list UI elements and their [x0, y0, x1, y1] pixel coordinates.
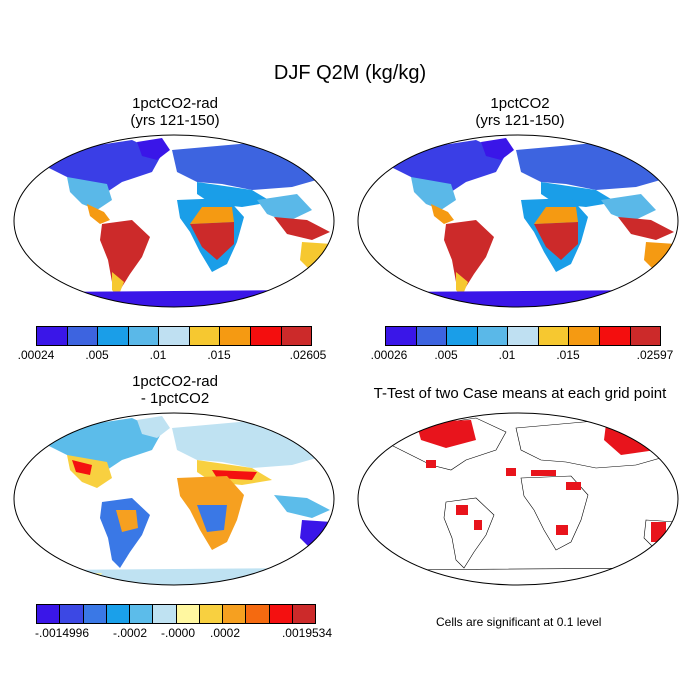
colorbar-3-swatch-1 [60, 605, 84, 623]
colorbar-3-swatch-8 [223, 605, 247, 623]
cbar3-tick-0: -.0014996 [34, 626, 90, 640]
panel-4-title-line1: T-Test of two Case means at each grid po… [373, 385, 667, 402]
cbar1-tick-2: .01 [149, 348, 167, 362]
cbar3-tick-4: .0019534 [281, 626, 333, 640]
colorbar-3-swatch-5 [153, 605, 177, 623]
cbar1-tick-0: .00024 [17, 348, 55, 362]
colorbar-3-swatch-6 [176, 605, 200, 623]
panel-3-title: 1pctCO2-rad - 1pctCO2 [40, 373, 310, 407]
colorbar-2-swatch-8 [630, 327, 661, 345]
map-panel-1rad [13, 134, 335, 308]
colorbar-panel-3 [36, 604, 316, 624]
colorbar-2-swatch-4 [508, 327, 539, 345]
cbar3-tick-1: -.0002 [112, 626, 148, 640]
colorbar-2-swatch-5 [538, 327, 570, 345]
colorbar-3-swatch-9 [246, 605, 270, 623]
colorbar-1-swatch-1 [67, 327, 99, 345]
panel-3-title-line2: - 1pctCO2 [140, 390, 210, 407]
colorbar-1-swatch-4 [159, 327, 190, 345]
panel-4-title: T-Test of two Case means at each grid po… [345, 385, 695, 402]
colorbar-2-swatch-3 [477, 327, 509, 345]
colorbar-2-swatch-6 [569, 327, 600, 345]
cbar1-tick-4: .02605 [289, 348, 327, 362]
panel-1-title-line1: 1pctCO2-rad [132, 95, 218, 112]
cbar2-tick-0: .00026 [370, 348, 408, 362]
map-panel-1pct [357, 134, 679, 308]
colorbar-1-swatch-0 [37, 327, 68, 345]
colorbar-3-swatch-4 [130, 605, 154, 623]
colorbar-3-swatch-7 [199, 605, 223, 623]
colorbar-1-swatch-8 [281, 327, 312, 345]
cbar2-tick-2: .01 [498, 348, 516, 362]
map-panel-difference [13, 412, 335, 586]
colorbar-3-swatch-2 [83, 605, 107, 623]
cbar1-tick-3: .015 [207, 348, 231, 362]
cbar2-tick-3: .015 [556, 348, 580, 362]
significance-note: Cells are significant at 0.1 level [436, 615, 602, 629]
colorbar-3-swatch-0 [37, 605, 61, 623]
cbar3-tick-3: .0002 [209, 626, 241, 640]
panel-1-title-line2-text: (yrs 121-150) [130, 112, 220, 129]
cbar2-tick-1: .005 [434, 348, 458, 362]
colorbar-2-swatch-0 [386, 327, 417, 345]
panel-2-title-line1: 1pctCO2 [490, 95, 550, 112]
colorbar-3-swatch-10 [269, 605, 293, 623]
colorbar-1-swatch-2 [98, 327, 129, 345]
panel-2-title: 1pctCO2 (yrs 121-150) [385, 95, 655, 129]
colorbar-1-swatch-5 [189, 327, 221, 345]
panel-1-title: 1pctCO2-rad 1pctCO2-rad (yrs 121-150) [40, 95, 310, 129]
cbar2-tick-4: .02597 [636, 348, 674, 362]
colorbar-3-swatch-3 [106, 605, 130, 623]
colorbar-2-swatch-2 [447, 327, 478, 345]
map-panel-ttest [357, 412, 679, 586]
colorbar-2-swatch-1 [416, 327, 448, 345]
colorbar-2-swatch-7 [599, 327, 631, 345]
colorbar-panel-1 [36, 326, 312, 346]
colorbar-1-swatch-3 [128, 327, 160, 345]
panel-3-title-line1: 1pctCO2-rad [132, 373, 218, 390]
figure-title: DJF Q2M (kg/kg) [273, 62, 427, 84]
colorbar-1-swatch-6 [220, 327, 251, 345]
panel-2-title-line2: (yrs 121-150) [475, 112, 565, 129]
cbar3-tick-2: -.0000 [160, 626, 196, 640]
cbar1-tick-1: .005 [85, 348, 109, 362]
colorbar-3-swatch-11 [292, 605, 315, 623]
colorbar-panel-2 [385, 326, 661, 346]
colorbar-1-swatch-7 [250, 327, 282, 345]
